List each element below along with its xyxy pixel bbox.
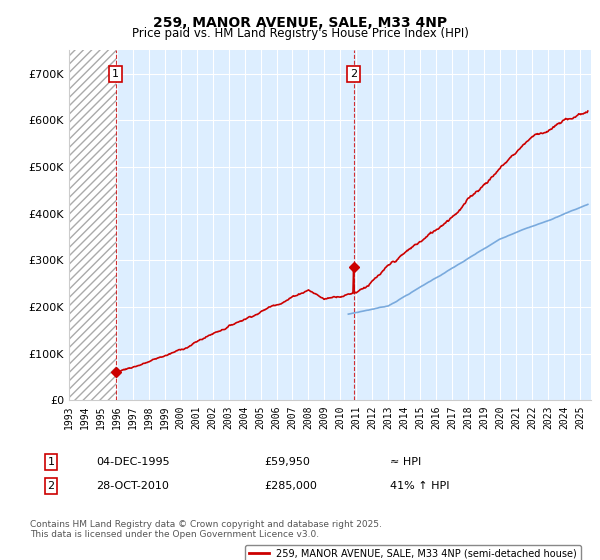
- Text: 28-OCT-2010: 28-OCT-2010: [96, 481, 169, 491]
- Text: 41% ↑ HPI: 41% ↑ HPI: [390, 481, 449, 491]
- Legend: 259, MANOR AVENUE, SALE, M33 4NP (semi-detached house), HPI: Average price, semi: 259, MANOR AVENUE, SALE, M33 4NP (semi-d…: [245, 545, 581, 560]
- Text: 2: 2: [47, 481, 55, 491]
- Text: Contains HM Land Registry data © Crown copyright and database right 2025.
This d: Contains HM Land Registry data © Crown c…: [30, 520, 382, 539]
- Text: £59,950: £59,950: [264, 457, 310, 467]
- Text: Price paid vs. HM Land Registry's House Price Index (HPI): Price paid vs. HM Land Registry's House …: [131, 27, 469, 40]
- Text: 2: 2: [350, 69, 357, 79]
- Text: 259, MANOR AVENUE, SALE, M33 4NP: 259, MANOR AVENUE, SALE, M33 4NP: [153, 16, 447, 30]
- Text: 04-DEC-1995: 04-DEC-1995: [96, 457, 170, 467]
- Text: ≈ HPI: ≈ HPI: [390, 457, 421, 467]
- Text: 1: 1: [112, 69, 119, 79]
- Text: 1: 1: [47, 457, 55, 467]
- Text: £285,000: £285,000: [264, 481, 317, 491]
